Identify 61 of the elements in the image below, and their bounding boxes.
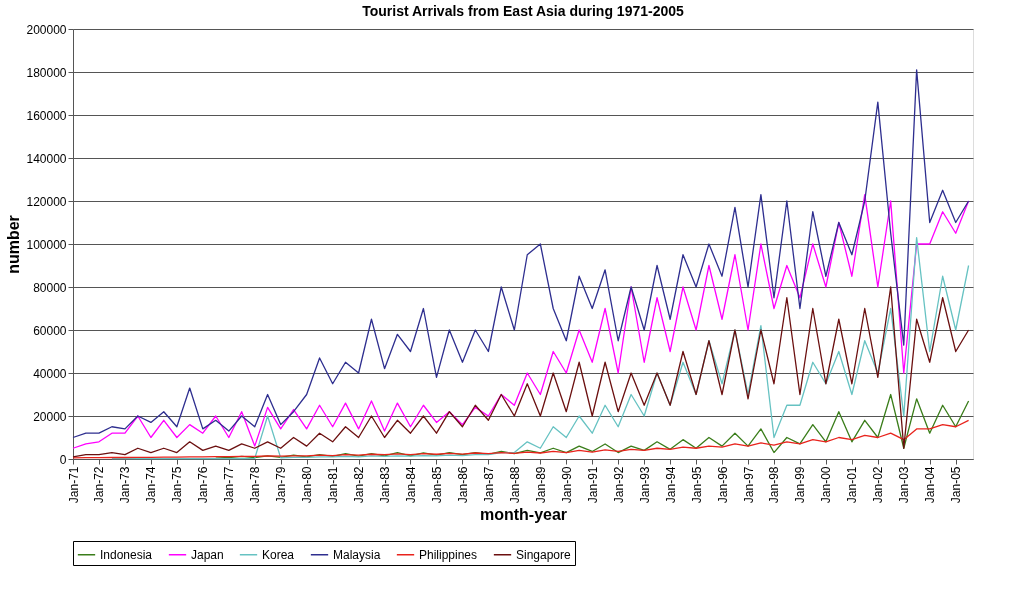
x-tick-label: Jan-98 bbox=[767, 466, 782, 504]
x-tick-label: Jan-80 bbox=[300, 466, 315, 504]
y-tick-label: 100000 bbox=[26, 237, 67, 252]
chart-title: Tourist Arrivals from East Asia during 1971-2005 bbox=[362, 3, 685, 19]
y-tick-label: 80000 bbox=[33, 280, 67, 295]
legend-label: Korea bbox=[262, 547, 295, 562]
legend-label: Malaysia bbox=[333, 547, 381, 562]
x-tick-label: Jan-89 bbox=[533, 466, 548, 504]
x-tick-label: Jan-92 bbox=[611, 466, 626, 504]
x-tick-label: Jan-87 bbox=[481, 466, 496, 504]
x-tick-label: Jan-74 bbox=[144, 466, 159, 504]
x-tick-label: Jan-02 bbox=[871, 466, 886, 504]
x-tick-label: Jan-75 bbox=[170, 466, 185, 504]
legend-label: Japan bbox=[191, 547, 224, 562]
x-tick-label: Jan-96 bbox=[715, 466, 730, 504]
x-axis-title: month-year bbox=[479, 506, 568, 524]
x-tick-label: Jan-04 bbox=[923, 466, 938, 504]
x-tick-label: Jan-79 bbox=[274, 466, 289, 504]
x-tick-label: Jan-01 bbox=[845, 466, 860, 504]
x-tick-label: Jan-97 bbox=[741, 466, 756, 504]
x-tick-label: Jan-72 bbox=[92, 466, 107, 504]
legend-label: Philippines bbox=[419, 547, 478, 562]
y-tick-label: 60000 bbox=[33, 323, 67, 338]
x-tick-label: Jan-90 bbox=[559, 466, 574, 504]
x-tick-label: Jan-03 bbox=[897, 466, 912, 504]
y-tick-label: 180000 bbox=[26, 65, 67, 80]
y-tick-label: 160000 bbox=[26, 108, 67, 123]
x-tick-label: Jan-93 bbox=[637, 466, 652, 504]
x-tick-label: Jan-78 bbox=[248, 466, 263, 504]
line-series bbox=[72, 69, 970, 439]
y-tick-label: 0 bbox=[59, 452, 67, 467]
y-tick-label: 20000 bbox=[33, 409, 67, 424]
x-tick-label: Jan-00 bbox=[819, 466, 834, 504]
x-tick-label: Jan-76 bbox=[196, 466, 211, 504]
x-tick-label: Jan-85 bbox=[430, 466, 444, 504]
y-tick-label: 200000 bbox=[26, 22, 67, 37]
line-series bbox=[111, 236, 970, 460]
x-tick-label: Jan-91 bbox=[585, 466, 600, 504]
x-tick-label: Jan-95 bbox=[689, 466, 704, 504]
legend-label: Indonesia bbox=[100, 547, 153, 562]
y-tick-label: 120000 bbox=[26, 194, 67, 209]
x-tick-label: Jan-84 bbox=[403, 466, 418, 504]
x-tick-label: Jan-99 bbox=[793, 466, 808, 504]
line-series bbox=[72, 286, 970, 458]
x-tick-label: Jan-94 bbox=[663, 466, 678, 504]
x-tick-label: Jan-73 bbox=[118, 466, 133, 504]
x-tick-label: Jan-86 bbox=[455, 466, 470, 504]
x-tick-label: Jan-82 bbox=[352, 466, 367, 504]
x-tick-label: Jan-81 bbox=[326, 466, 341, 504]
x-tick-label: Jan-88 bbox=[507, 466, 522, 504]
legend-label: Singapore bbox=[516, 547, 572, 562]
line-series bbox=[72, 419, 970, 459]
y-tick-label: 40000 bbox=[33, 366, 67, 381]
x-tick-label: Jan-83 bbox=[378, 466, 393, 504]
x-tick-label: Jan-05 bbox=[949, 466, 964, 504]
y-tick-label: 140000 bbox=[26, 151, 67, 166]
line-series bbox=[215, 393, 970, 459]
x-tick-label: Jan-71 bbox=[66, 466, 81, 504]
x-tick-label: Jan-77 bbox=[222, 466, 237, 504]
y-axis-title: number bbox=[5, 215, 23, 274]
line-series bbox=[72, 193, 970, 449]
